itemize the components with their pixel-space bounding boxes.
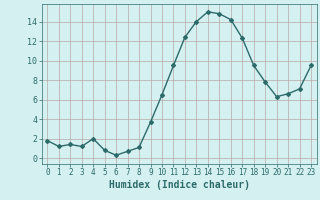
X-axis label: Humidex (Indice chaleur): Humidex (Indice chaleur): [109, 180, 250, 190]
